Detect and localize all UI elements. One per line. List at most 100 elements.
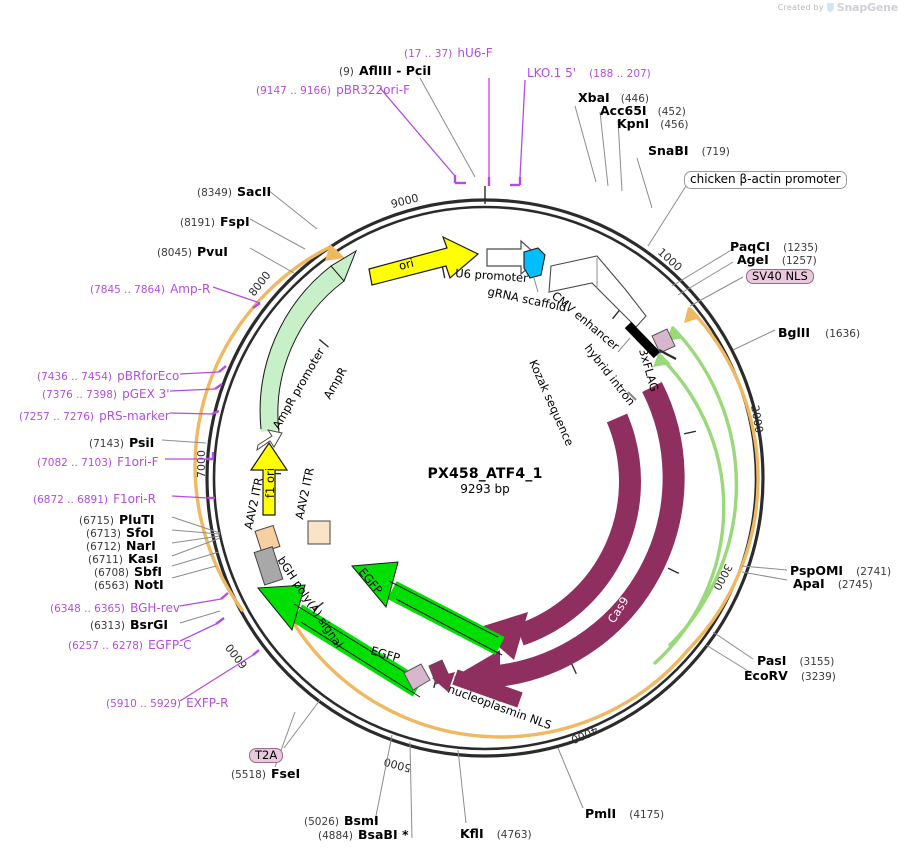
label-apai[interactable]: ApaI (2745) [793, 574, 873, 591]
label-sfoi[interactable]: (6713) SfoI [86, 523, 154, 540]
label-pos: (1636) [825, 328, 861, 340]
kozak-tick [627, 391, 637, 401]
label-pos: (8045) [157, 247, 192, 259]
bgh-gray-block [253, 546, 284, 586]
label-t2a[interactable]: T2A [249, 745, 284, 764]
aav2-itr-block-b [307, 520, 331, 545]
label-pbrforeco[interactable]: (7436 .. 7454) pBRforEco [37, 366, 179, 383]
label-text: pRS-marker [99, 409, 170, 423]
label-pluti[interactable]: (6715) PluTI [79, 510, 155, 527]
grna-scaffold-group [523, 247, 546, 293]
label-pos: (8349) [197, 187, 232, 199]
label-nari[interactable]: (6712) NarI [86, 536, 156, 553]
label-bgh-rev[interactable]: (6348 .. 6365) BGH-rev [50, 598, 180, 615]
egfp-arrowhead-a [351, 561, 399, 609]
label-kfli[interactable]: KflI (4763) [460, 824, 532, 841]
label-text: pGEX 3' [122, 387, 170, 401]
label-sacii[interactable]: (8349) SacII [197, 182, 271, 199]
label-hu6-f[interactable]: (17 .. 37) hU6-F [404, 43, 493, 60]
label-kpni[interactable]: KpnI (456) [617, 114, 689, 131]
label-pos: (4175) [629, 809, 665, 821]
label-snabi[interactable]: SnaBI (719) [648, 141, 730, 158]
label-pos: (6708) [94, 567, 129, 579]
label-kasi[interactable]: (6711) KasI [88, 549, 158, 566]
label-pspomi[interactable]: PspOMI (2741) [790, 561, 891, 578]
leader-lines [161, 77, 788, 839]
label-bglii[interactable]: BglII (1636) [778, 323, 860, 340]
label-text: BsmI [344, 813, 379, 828]
label-paqci[interactable]: PaqCI (1235) [730, 237, 818, 254]
cas9-arc-outer [496, 382, 685, 687]
label-egfp-c[interactable]: (6257 .. 6278) EGFP-C [68, 635, 192, 652]
bgh-polya-arrowhead [257, 584, 306, 632]
label-acc65i[interactable]: Acc65I (452) [600, 101, 686, 118]
label-pos: (719) [701, 146, 730, 158]
f1-ori-label: f1 ori [263, 468, 277, 498]
label-pbr322ori-f[interactable]: (9147 .. 9166) pBR322ori-F [256, 80, 410, 97]
label-f1ori-f[interactable]: (7082 .. 7103) F1ori-F [37, 452, 158, 469]
label-agei[interactable]: AgeI (1257) [737, 250, 817, 267]
label-bsabi[interactable]: (4884) BsaBI * [318, 825, 409, 842]
label-exfp-r[interactable]: (5910 .. 5929) EXFP-R [106, 693, 228, 710]
label-pos: (4884) [318, 830, 353, 842]
label-pos: (3155) [799, 656, 835, 668]
label-text: PmlI [585, 806, 617, 821]
label-xbai[interactable]: XbaI (446) [578, 88, 649, 105]
cmv-enhancer-group [548, 255, 647, 328]
label-text: Amp-R [170, 282, 211, 296]
label-pvui[interactable]: (8045) PvuI [157, 242, 228, 259]
ampr-outline [259, 265, 345, 434]
cas9-tail-arrowhead [432, 672, 455, 692]
plasmid-title-block: PX458_ATF4_1 9293 bp [385, 466, 585, 496]
label-sbfi[interactable]: (6708) SbfI [94, 562, 162, 579]
label-bsrgi[interactable]: (6313) BsrGI [90, 615, 168, 632]
ampr-label: AmpR [320, 365, 349, 402]
label-text: PspOMI [790, 563, 844, 578]
u6-promoter-label: U6 promoter [455, 266, 529, 285]
label-pos: (5026) [304, 816, 339, 828]
label-pos: (7376 .. 7398) [42, 389, 117, 401]
label-text: PvuI [197, 244, 228, 259]
label-fspi[interactable]: (8191) FspI [180, 212, 250, 229]
label-noti[interactable]: (6563) NotI [94, 575, 164, 592]
label-pgex-3prime[interactable]: (7376 .. 7398) pGEX 3' [42, 384, 170, 401]
hybrid-intron-bar [624, 321, 661, 359]
label-pos: (452) [657, 106, 686, 118]
label-pasi[interactable]: PasI (3155) [757, 651, 834, 668]
label-psii[interactable]: (7143) PsiI [89, 433, 154, 450]
bgh-polya-arc [291, 604, 424, 697]
label-pos: (188 .. 207) [589, 68, 651, 80]
3xflag-block [651, 328, 676, 354]
label-f1ori-r[interactable]: (6872 .. 6891) F1ori-R [33, 489, 156, 506]
ruler-label-7000: 7000 [195, 450, 208, 478]
label-text: BglII [778, 325, 811, 340]
hybrid-intron-group [617, 321, 661, 359]
nucleoplasmin-nls-block [403, 663, 431, 691]
label-sv40-nls[interactable]: SV40 NLS [746, 266, 814, 285]
label-text: KpnI [617, 116, 650, 131]
label-text: SnaBI [648, 143, 689, 158]
label-pos: (9) [339, 66, 354, 78]
label-text: EGFP-C [148, 638, 192, 652]
egfp-arc-a [387, 581, 505, 655]
plasmid-name: PX458_ATF4_1 [427, 466, 543, 482]
label-pmli[interactable]: PmlI (4175) [585, 804, 664, 821]
label-chicken-beta-actin-promoter[interactable]: chicken β-actin promoter [684, 169, 847, 189]
label-amp-r[interactable]: (7845 .. 7864) Amp-R [90, 279, 210, 296]
label-text: chicken β-actin promoter [684, 171, 847, 189]
ruler-label-6000: 6000 [223, 641, 250, 671]
label-pos: (456) [660, 119, 689, 131]
label-text: AflIII - PciI [358, 63, 432, 78]
label-fsei[interactable]: (5518) FseI [231, 764, 300, 781]
label-lko1-5prime[interactable]: LKO.1 5' (188 .. 207) [527, 63, 651, 80]
label-pos: (6711) [88, 554, 123, 566]
label-ecorv[interactable]: EcoRV (3239) [744, 666, 836, 683]
label-prs-marker[interactable]: (7257 .. 7276) pRS-marker [19, 406, 170, 423]
label-pos: (6712) [86, 541, 121, 553]
label-pos: (3239) [800, 671, 836, 683]
label-bsmi[interactable]: (5026) BsmI [304, 811, 379, 828]
label-afliii-pcii[interactable]: (9) AflIII - PciI [339, 61, 431, 78]
label-text: FseI [271, 766, 301, 781]
ampr-arc [259, 265, 343, 433]
